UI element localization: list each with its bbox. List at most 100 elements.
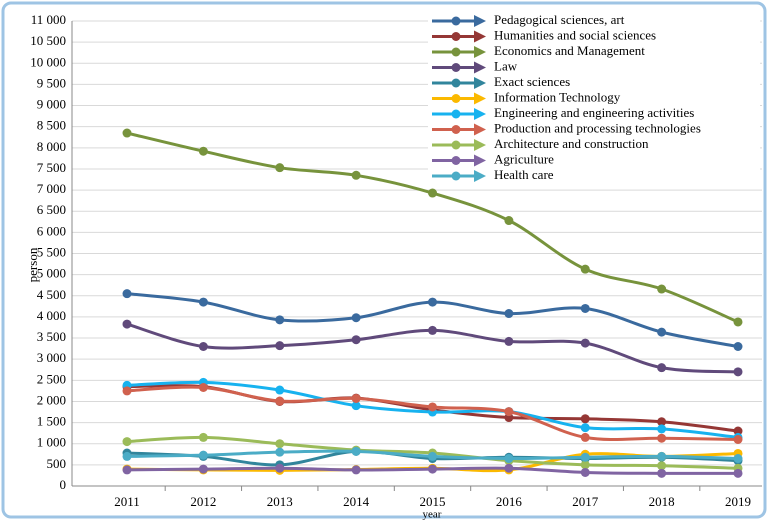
data-point xyxy=(657,451,667,461)
data-point xyxy=(657,284,667,294)
data-point xyxy=(428,297,437,307)
legend-bg xyxy=(428,168,760,184)
data-point xyxy=(428,325,437,335)
legend-label: Law xyxy=(494,58,518,73)
legend-marker xyxy=(451,94,461,103)
data-point xyxy=(351,446,361,456)
y-tick-label: 9 000 xyxy=(37,97,66,112)
legend-marker xyxy=(451,171,461,181)
data-point xyxy=(580,303,590,313)
data-point xyxy=(504,336,514,346)
data-point xyxy=(198,146,208,156)
data-point xyxy=(580,432,590,442)
y-tick-label: 5 000 xyxy=(37,266,66,281)
data-point xyxy=(198,297,208,307)
legend-bg xyxy=(428,13,760,29)
x-tick-label: 2011 xyxy=(114,494,140,509)
data-point xyxy=(351,313,361,323)
legend-label: Agriculture xyxy=(494,151,554,166)
data-point xyxy=(122,451,132,461)
legend-label: Humanities and social sciences xyxy=(494,27,656,42)
legend-label: Information Technology xyxy=(494,89,621,104)
y-tick-label: 4 500 xyxy=(37,287,66,302)
legend-bg xyxy=(428,75,760,91)
y-tick-label: 3 500 xyxy=(37,329,66,344)
y-tick-label: 10 000 xyxy=(30,54,66,69)
data-point xyxy=(198,450,208,460)
data-point xyxy=(657,424,667,434)
data-point xyxy=(275,396,285,406)
data-point xyxy=(122,437,132,447)
data-point xyxy=(580,452,590,462)
x-tick-label: 2012 xyxy=(190,494,216,509)
legend-label: Engineering and engineering activities xyxy=(494,105,694,120)
legend-label: Health care xyxy=(494,167,554,182)
legend-marker xyxy=(451,78,461,88)
legend-label: Pedagogical sciences, art xyxy=(494,12,625,27)
y-tick-label: 2 500 xyxy=(37,371,66,386)
data-point xyxy=(198,432,208,442)
y-tick-label: 4 000 xyxy=(37,308,66,323)
data-point xyxy=(580,264,590,274)
data-point xyxy=(198,342,208,351)
x-tick-label: 2016 xyxy=(496,494,523,509)
legend-marker xyxy=(451,125,461,134)
y-tick-label: 7 000 xyxy=(37,181,66,196)
data-point xyxy=(657,468,667,478)
data-point xyxy=(580,460,590,470)
x-tick-label: 2018 xyxy=(649,494,675,509)
y-tick-label: 1 500 xyxy=(37,414,66,429)
legend-label: Architecture and construction xyxy=(494,136,649,151)
data-point xyxy=(275,447,285,457)
legend-marker xyxy=(451,16,461,26)
legend-marker xyxy=(451,63,461,72)
data-point xyxy=(198,464,208,474)
y-tick-label: 5 500 xyxy=(37,244,66,259)
data-point xyxy=(275,439,285,449)
legend-label: Production and processing technologies xyxy=(494,120,701,135)
legend-bg xyxy=(428,60,760,76)
y-tick-label: 2 000 xyxy=(37,392,66,407)
data-point xyxy=(428,188,437,198)
data-point xyxy=(428,451,437,461)
data-point xyxy=(351,393,361,403)
data-point xyxy=(733,342,743,351)
data-point xyxy=(733,426,743,436)
data-point xyxy=(733,435,743,444)
legend-marker xyxy=(451,140,461,150)
y-tick-label: 8 000 xyxy=(37,139,66,154)
data-point xyxy=(580,414,590,424)
data-point xyxy=(198,383,208,393)
data-point xyxy=(351,401,361,411)
legend-marker xyxy=(451,47,461,57)
y-tick-label: 6 500 xyxy=(37,202,66,217)
legend-label: Exact sciences xyxy=(494,74,570,89)
data-point xyxy=(657,363,667,373)
data-point xyxy=(351,335,361,345)
legend-marker xyxy=(451,109,461,119)
data-point xyxy=(657,327,667,337)
data-point xyxy=(733,468,743,478)
data-point xyxy=(733,454,743,464)
data-point xyxy=(275,341,285,351)
x-tick-label: 2019 xyxy=(725,494,751,509)
data-point xyxy=(657,461,667,471)
data-point xyxy=(580,467,590,477)
legend-marker xyxy=(451,32,461,41)
legend-bg xyxy=(428,122,760,138)
data-point xyxy=(580,338,590,348)
data-point xyxy=(428,464,437,474)
data-point xyxy=(275,163,285,173)
data-point xyxy=(122,289,132,299)
legend-bg xyxy=(428,91,760,107)
x-tick-label: 2015 xyxy=(420,494,446,509)
data-point xyxy=(122,386,132,396)
legend-bg xyxy=(428,44,760,60)
data-point xyxy=(504,407,514,417)
data-point xyxy=(504,216,514,226)
data-point xyxy=(657,417,667,427)
x-axis-label: year xyxy=(423,509,442,520)
data-point xyxy=(733,367,743,377)
x-tick-label: 2014 xyxy=(343,494,370,509)
